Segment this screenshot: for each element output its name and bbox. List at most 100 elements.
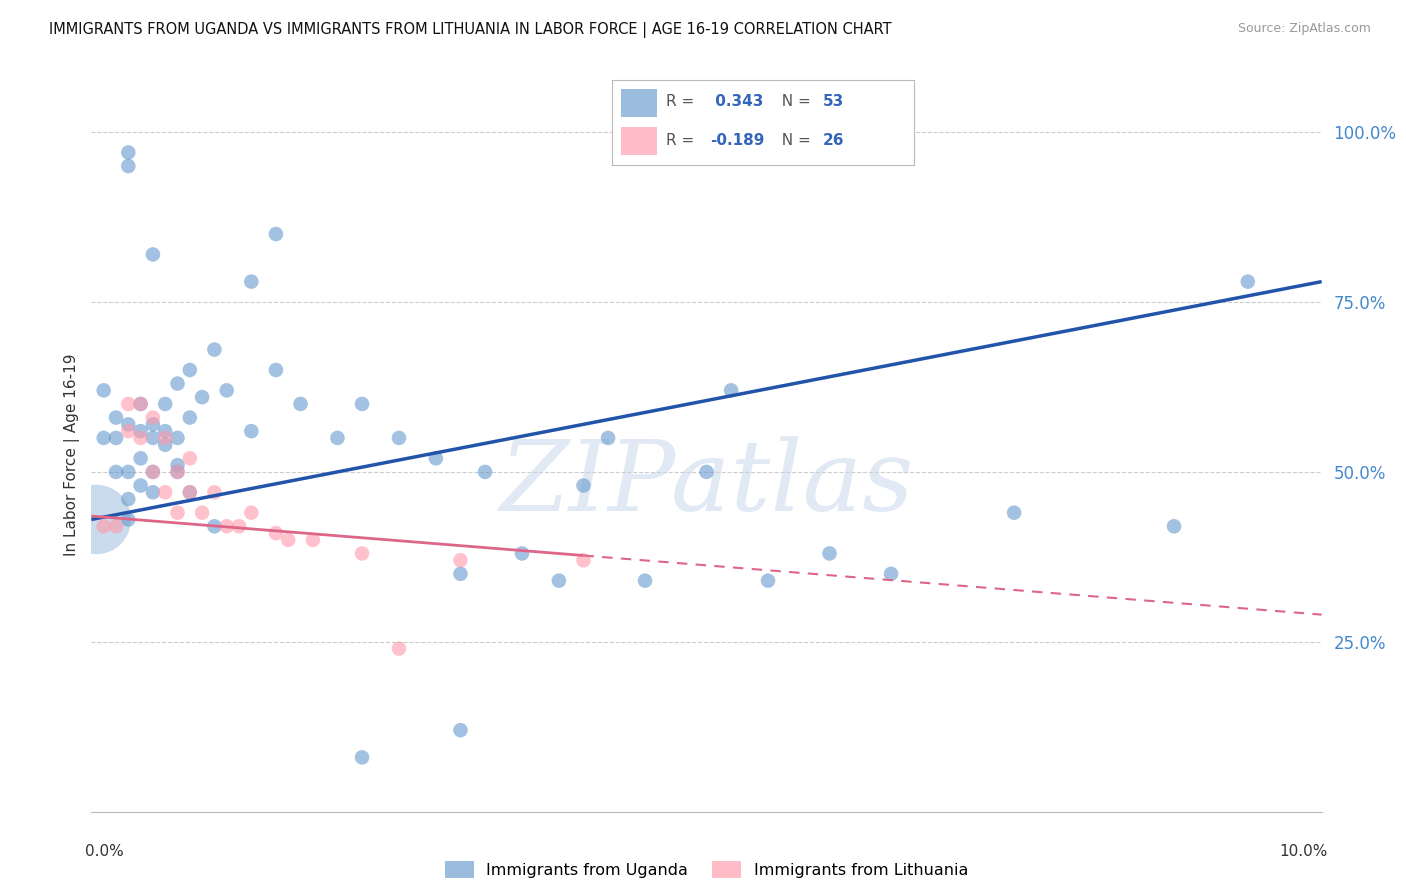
Point (105, 465, 127, 479)
Point (129, 478, 152, 492)
Point (166, 506, 188, 520)
Point (572, 553, 595, 567)
Point (142, 431, 165, 445)
Point (117, 512, 139, 526)
Point (191, 506, 214, 520)
Point (142, 485, 165, 500)
Text: 0.0%: 0.0% (86, 844, 124, 859)
Point (93, 519, 115, 533)
Point (449, 723, 471, 738)
Point (290, 397, 312, 411)
Point (388, 431, 411, 445)
Text: R =: R = (666, 95, 699, 110)
Point (818, 546, 841, 560)
Point (202, 519, 225, 533)
Point (142, 247, 165, 261)
Point (117, 397, 139, 411)
Text: 0.343: 0.343 (710, 95, 763, 110)
Point (596, 431, 619, 445)
Point (215, 519, 238, 533)
Point (215, 384, 238, 398)
Point (153, 485, 177, 500)
Point (572, 478, 595, 492)
Point (129, 431, 152, 445)
Point (350, 546, 373, 560)
Point (179, 410, 201, 425)
Point (93, 431, 115, 445)
Point (240, 424, 263, 438)
Point (153, 397, 177, 411)
Point (240, 275, 263, 289)
Point (179, 451, 201, 466)
Point (117, 159, 139, 173)
Point (1163, 519, 1185, 533)
Point (240, 506, 263, 520)
Point (153, 424, 177, 438)
Point (117, 424, 139, 438)
Point (449, 566, 471, 581)
Point (86, 512, 108, 526)
Point (129, 397, 152, 411)
Point (202, 343, 225, 357)
Point (191, 390, 214, 404)
Point (388, 641, 411, 656)
Text: N =: N = (772, 133, 815, 147)
Point (166, 458, 188, 472)
Point (179, 485, 201, 500)
Point (105, 431, 127, 445)
Point (166, 465, 188, 479)
Point (350, 750, 373, 764)
Text: 26: 26 (824, 133, 845, 147)
Point (228, 519, 250, 533)
Point (264, 227, 287, 241)
Point (202, 485, 225, 500)
Point (117, 417, 139, 432)
Point (153, 438, 177, 452)
Point (117, 492, 139, 507)
Point (720, 384, 742, 398)
Point (350, 397, 373, 411)
Text: ZIPatlas: ZIPatlas (499, 436, 914, 531)
Text: 10.0%: 10.0% (1279, 844, 1327, 859)
Text: Source: ZipAtlas.com: Source: ZipAtlas.com (1237, 22, 1371, 36)
Point (153, 431, 177, 445)
Point (1237, 275, 1260, 289)
Text: -0.189: -0.189 (710, 133, 765, 147)
Text: 53: 53 (824, 95, 845, 110)
Point (142, 465, 165, 479)
Point (634, 574, 657, 588)
Point (117, 465, 139, 479)
Point (277, 533, 299, 547)
Point (264, 526, 287, 541)
Point (105, 410, 127, 425)
Point (756, 574, 779, 588)
Point (166, 376, 188, 391)
Point (129, 451, 152, 466)
Point (696, 465, 718, 479)
Bar (620, 89, 657, 117)
Point (425, 451, 447, 466)
Point (880, 566, 903, 581)
Point (301, 533, 323, 547)
Legend: Immigrants from Uganda, Immigrants from Lithuania: Immigrants from Uganda, Immigrants from … (437, 854, 976, 886)
Text: N =: N = (772, 95, 815, 110)
Text: R =: R = (666, 133, 699, 147)
Point (510, 546, 533, 560)
Point (142, 417, 165, 432)
Y-axis label: In Labor Force | Age 16-19: In Labor Force | Age 16-19 (65, 353, 80, 557)
Point (166, 465, 188, 479)
Point (93, 384, 115, 398)
Point (129, 397, 152, 411)
Text: IMMIGRANTS FROM UGANDA VS IMMIGRANTS FROM LITHUANIA IN LABOR FORCE | AGE 16-19 C: IMMIGRANTS FROM UGANDA VS IMMIGRANTS FRO… (49, 22, 891, 38)
Point (179, 363, 201, 377)
Point (1002, 506, 1025, 520)
Point (474, 465, 496, 479)
Point (142, 410, 165, 425)
Point (547, 574, 569, 588)
Point (449, 553, 471, 567)
Point (264, 363, 287, 377)
Point (142, 465, 165, 479)
Bar (620, 127, 657, 155)
Point (105, 519, 127, 533)
Point (166, 431, 188, 445)
